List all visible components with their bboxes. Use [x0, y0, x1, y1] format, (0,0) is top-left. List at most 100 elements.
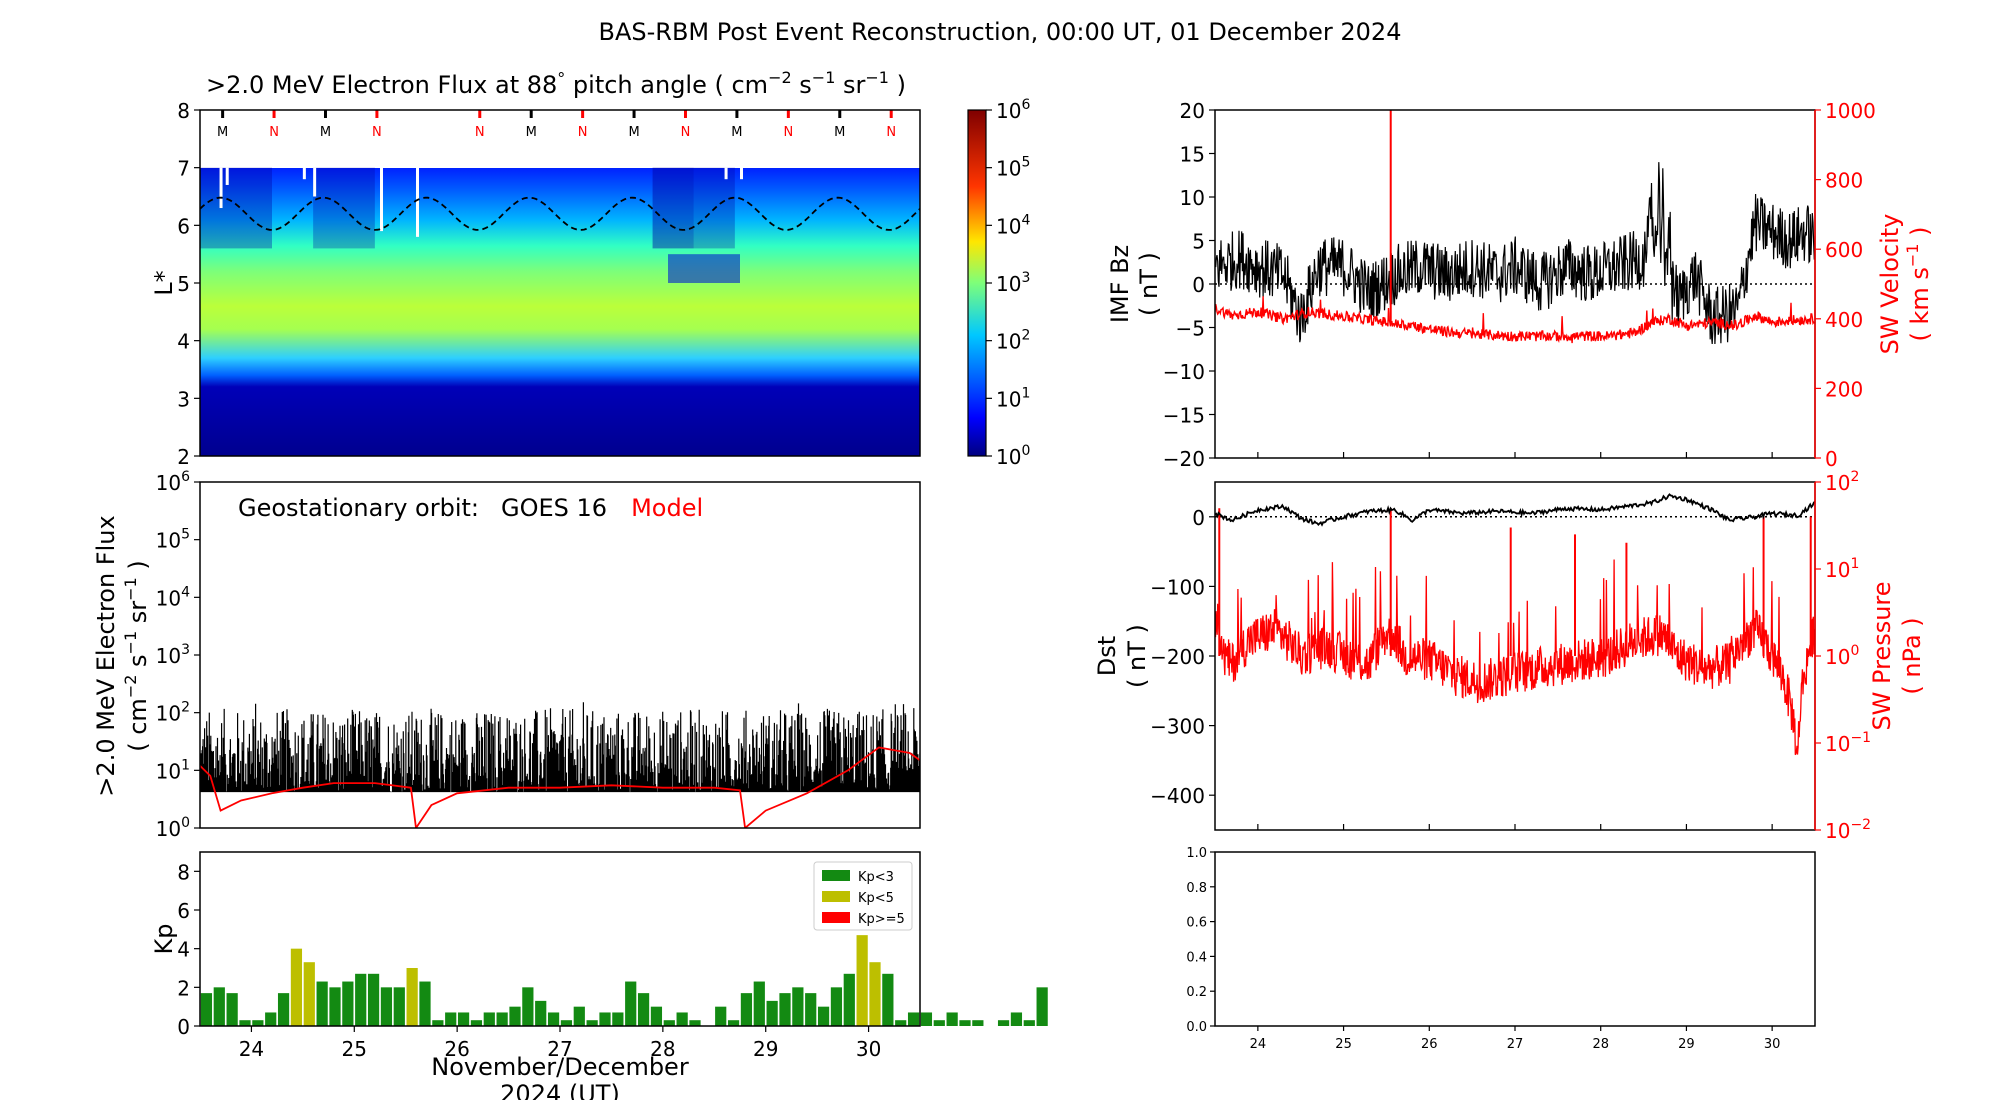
heatmap-data-gap	[740, 167, 743, 180]
heatmap-data-gap	[416, 167, 419, 237]
kp-bar	[959, 1020, 971, 1026]
kp-bar	[715, 1006, 727, 1026]
kp-bar	[689, 1020, 701, 1026]
kp-bars	[200, 935, 1048, 1026]
panel2-ytick-label: 100	[156, 815, 190, 841]
dst-series-group	[1215, 493, 1815, 756]
panel6-ytick-label: 0.8	[1186, 881, 1207, 896]
kp-bar	[470, 1020, 483, 1026]
panel5-ytick-right-label-exp: 1	[1850, 556, 1859, 572]
panel1-title-sr: sr	[835, 71, 865, 99]
panel3-ylabel: Kp	[150, 924, 178, 955]
panel1-title-rest: pitch angle ( cm	[565, 71, 768, 99]
panel2-ytick-label: 104	[156, 584, 190, 610]
panel5-ytick-right-label-base: 10	[1825, 732, 1850, 756]
xlabel-line1: November/December	[431, 1053, 689, 1081]
goes-annotation: Geostationary orbit: GOES 16 Model	[238, 494, 703, 522]
panel5-ytick-right-label: 10−1	[1825, 730, 1871, 756]
kp-bar	[239, 1020, 251, 1026]
panel4-ytick-right-label: 1000	[1825, 99, 1876, 123]
panel-imf-sw: −20 −15 −10 −5 0 5 10 15 20 0 200 400 600 800 1000 IM…	[1106, 99, 1934, 471]
orbit-marker-label: N	[475, 125, 485, 140]
heatmap-shade	[668, 254, 740, 283]
kp-bar	[766, 1000, 778, 1026]
kp-bar	[856, 935, 868, 1026]
kp-bar	[895, 1020, 907, 1026]
colorbar-tick-label-base: 10	[996, 157, 1021, 181]
panel4-ytick-left-label: −5	[1176, 317, 1205, 341]
colorbar-tick-label: 103	[996, 270, 1030, 296]
panel2-ylabel-sup1: −2	[121, 675, 140, 699]
imf-bz-trace	[1215, 162, 1815, 345]
panel3-ytick-label: 8	[177, 860, 190, 884]
goes-annotation-sat: GOES 16	[501, 494, 607, 522]
panel4-ytick-left-label: 0	[1192, 273, 1205, 297]
model-series	[200, 746, 920, 828]
panel5-yticks-left: −400 −300 −200 −100 0	[1150, 506, 1215, 808]
panel4-xticks	[1257, 452, 1773, 458]
panel3-ytick-label: 0	[177, 1015, 190, 1039]
colorbar-tick-label: 105	[996, 155, 1030, 181]
swp-ylabel-line1: SW Pressure	[1868, 581, 1896, 730]
panel3-xtick-label: 25	[342, 1037, 367, 1061]
heatmap-data-gap	[313, 167, 317, 197]
panel4-ytick-right-label: 600	[1825, 238, 1863, 262]
kp-legend-swatch	[822, 912, 850, 923]
colorbar-tick-label-base: 10	[996, 99, 1021, 123]
kp-bar	[380, 987, 393, 1026]
kp-bar	[355, 973, 367, 1026]
page-title: BAS-RBM Post Event Reconstruction, 00:00…	[599, 18, 1402, 46]
panel2-ylabel-end: )	[124, 560, 152, 577]
panel5-ytick-right-label-base: 10	[1825, 645, 1850, 669]
panel6-xtick-label: 26	[1421, 1037, 1438, 1052]
colorbar-tick-label-exp: 1	[1021, 385, 1030, 401]
kp-legend-swatch	[822, 870, 850, 881]
panel4-ytick-left-label: −15	[1163, 404, 1205, 428]
panel6-xtick-label: 24	[1250, 1037, 1267, 1052]
panel5-ytick-right-label-base: 10	[1825, 471, 1850, 495]
panel6-xtick-label: 27	[1507, 1037, 1524, 1052]
kp-bar	[920, 1012, 933, 1026]
heatmap-data-gap	[219, 167, 223, 209]
panel5-ytick-left-label: −100	[1150, 575, 1205, 599]
kp-bar	[676, 1012, 688, 1026]
panel1-title-sup2: −1	[812, 68, 836, 87]
kp-bar	[367, 973, 380, 1026]
colorbar-tick-label: 102	[996, 328, 1030, 354]
sw-pressure-trace	[1215, 559, 1815, 756]
swv-ylabel-end: )	[1906, 227, 1934, 244]
sw-velocity-trace	[1215, 296, 1815, 344]
kp-bar	[740, 993, 753, 1026]
panel4-ytick-left-label: 10	[1180, 186, 1205, 210]
kp-bar	[496, 1012, 508, 1026]
panel2-ytick-label-exp: 6	[181, 469, 190, 485]
panel2-ytick-label: 101	[156, 757, 190, 783]
kp-bar	[509, 1006, 521, 1026]
panel3-xticks: 24 25 26 27 28 29 30	[239, 1026, 881, 1061]
colorbar-tick-label-exp: 5	[1021, 155, 1030, 171]
kp-bar	[997, 1020, 1010, 1026]
dst-trace	[1215, 493, 1815, 527]
kp-bar	[882, 973, 894, 1026]
kp-bar	[817, 1006, 830, 1026]
kp-legend-label: Kp<3	[858, 870, 894, 885]
heatmap-data-gap	[724, 167, 728, 180]
panel-empty: 0.0 0.2 0.4 0.6 0.8 1.0 24 25 26 27 28 29 30	[1186, 846, 1816, 1052]
kp-bar	[290, 948, 303, 1026]
panel3-ytick-label: 4	[177, 938, 190, 962]
xlabel-line2: 2024 (UT)	[500, 1080, 620, 1100]
kp-bar	[1036, 987, 1048, 1026]
panel2-ylabel-sup2: −1	[121, 631, 140, 655]
panel4-ytick-left-label: 15	[1180, 143, 1205, 167]
panel1-ytick-label: 8	[177, 99, 190, 123]
kp-bar	[265, 1012, 277, 1026]
swv-ylabel-sup: −1	[1903, 244, 1922, 268]
panel1-title-end: )	[889, 71, 906, 99]
orbit-marker-label: M	[834, 125, 845, 140]
panel2-ytick-label-base: 10	[156, 529, 181, 553]
panel2-ytick-label-exp: 2	[181, 700, 190, 716]
